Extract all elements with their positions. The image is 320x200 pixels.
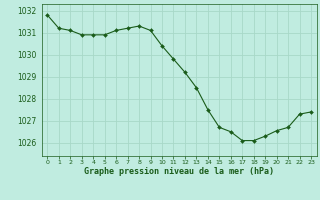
X-axis label: Graphe pression niveau de la mer (hPa): Graphe pression niveau de la mer (hPa) xyxy=(84,167,274,176)
